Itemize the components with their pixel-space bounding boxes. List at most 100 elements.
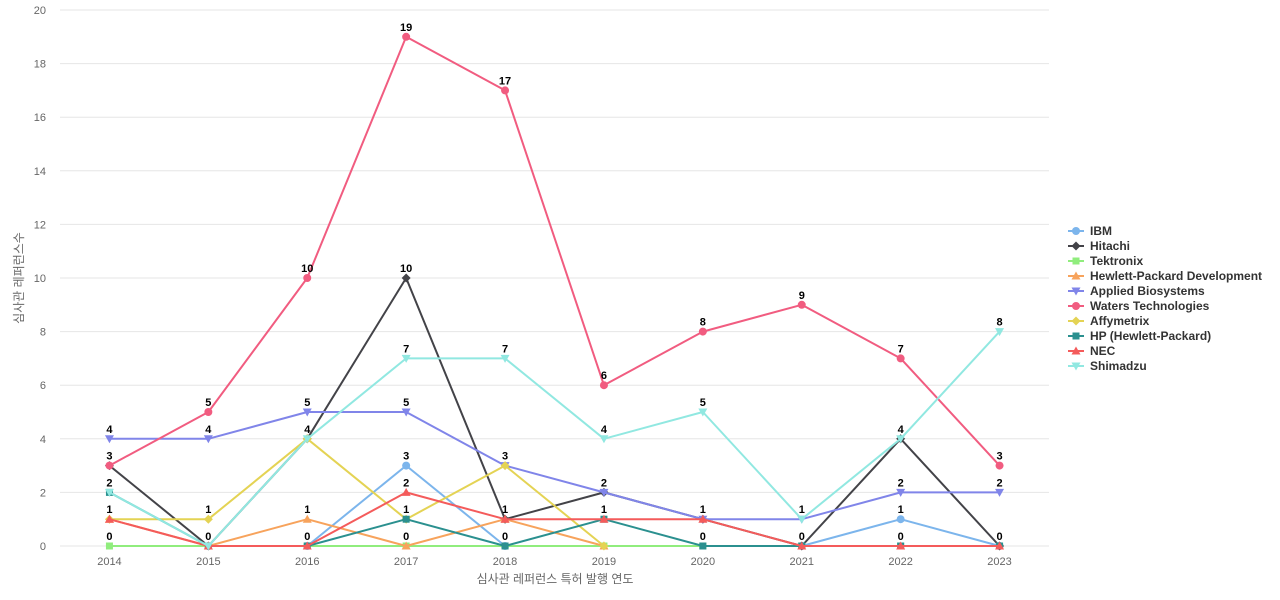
nec-point	[302, 541, 312, 550]
data-label: 9	[799, 290, 805, 302]
data-label: 5	[205, 397, 211, 409]
data-label: 0	[304, 531, 310, 543]
data-label: 0	[205, 531, 211, 543]
legend-label: Shimadzu	[1090, 358, 1147, 373]
legend-label: Applied Biosystems	[1090, 283, 1205, 298]
applied-biosystems-point	[599, 488, 609, 497]
data-label: 4	[106, 424, 113, 436]
data-label: 5	[700, 397, 706, 409]
y-tick-label: 8	[40, 327, 46, 339]
hitachi-point	[401, 273, 411, 283]
applied-biosystems-line	[108, 411, 1001, 521]
legend-swatch	[1068, 241, 1084, 250]
hp-hewlett-packard-point	[501, 542, 509, 550]
legend-item-affymetrix[interactable]: Affymetrix	[1068, 313, 1262, 328]
data-label: 5	[403, 397, 409, 409]
shimadzu-point	[995, 328, 1005, 337]
x-tick-label: 2016	[295, 556, 319, 568]
y-tick-label: 6	[40, 380, 46, 392]
y-tick-label: 18	[34, 59, 46, 71]
applied-biosystems-point	[896, 488, 906, 497]
data-label: 0	[996, 531, 1002, 543]
waters-technologies-point	[402, 32, 411, 41]
legend-swatch	[1068, 332, 1084, 339]
y-tick-label: 20	[34, 5, 46, 17]
data-label: 7	[502, 343, 508, 355]
nec-point	[104, 514, 114, 523]
y-tick-label: 2	[40, 487, 46, 499]
shimadzu-point	[104, 488, 114, 497]
data-label: 4	[601, 424, 608, 436]
waters-technologies-point	[599, 381, 608, 390]
y-axis-ticks: 0 2 4 6 8 10 12 14 16 18 20	[34, 5, 46, 553]
legend-item-tektronix[interactable]: Tektronix	[1068, 253, 1262, 268]
legend-item-waters-technologies[interactable]: Waters Technologies	[1068, 298, 1262, 313]
waters-technologies-line	[108, 35, 1001, 467]
legend-label: Hitachi	[1090, 238, 1131, 253]
nec-point	[599, 514, 609, 523]
data-label: 3	[502, 451, 508, 463]
legend-item-ibm[interactable]: IBM	[1068, 223, 1262, 238]
data-label: 0	[403, 531, 409, 543]
affymetrix-point	[203, 514, 213, 524]
legend-swatch	[1068, 257, 1084, 264]
tektronix-point	[105, 542, 113, 550]
legend-item-hp-hewlett-packard[interactable]: HP (Hewlett-Packard)	[1068, 328, 1262, 343]
shimadzu-point	[302, 435, 312, 444]
series-nec	[104, 487, 1005, 550]
legend-swatch-marker	[1071, 316, 1081, 325]
legend-label: Hewlett-Packard Development	[1090, 268, 1263, 283]
data-label: 2	[996, 477, 1002, 489]
legend-swatch	[1068, 271, 1084, 279]
x-tick-label: 2014	[97, 556, 121, 568]
legend-item-hitachi[interactable]: Hitachi	[1068, 238, 1262, 253]
legend-item-applied-biosystems[interactable]: Applied Biosystems	[1068, 283, 1262, 298]
legend-item-nec[interactable]: NEC	[1068, 343, 1262, 358]
data-label: 4	[304, 424, 311, 436]
shimadzu-point	[203, 542, 213, 551]
waters-technologies-point	[896, 354, 905, 363]
x-axis-ticks: 2014 2015 2016 2017 2018 2019 2020 2021 2022 2023	[97, 556, 1012, 568]
nec-line	[108, 491, 1001, 547]
shimadzu-line	[108, 330, 1001, 547]
data-label: 2	[898, 477, 904, 489]
legend-swatch-marker	[1072, 332, 1080, 339]
waters-technologies-point	[797, 300, 806, 309]
legend-label: Waters Technologies	[1090, 298, 1210, 313]
nec-point	[896, 541, 906, 550]
data-label: 19	[400, 22, 412, 34]
y-tick-label: 0	[40, 541, 46, 553]
data-label: 1	[502, 504, 508, 516]
data-label: 6	[601, 370, 607, 382]
waters-technologies-point	[204, 408, 213, 416]
legend-item-shimadzu[interactable]: Shimadzu	[1068, 358, 1262, 373]
shimadzu-point	[797, 515, 807, 524]
legend-label: Tektronix	[1090, 253, 1144, 268]
affymetrix-point	[500, 461, 510, 471]
legend-label: NEC	[1090, 343, 1116, 358]
data-label: 2	[106, 477, 112, 489]
series-lines	[104, 32, 1005, 551]
applied-biosystems-point	[995, 488, 1005, 497]
y-tick-label: 16	[34, 112, 46, 124]
x-tick-label: 2022	[888, 556, 912, 568]
data-label: 0	[799, 531, 805, 543]
nec-point	[797, 541, 807, 550]
legend-swatch-marker	[1071, 346, 1081, 354]
legend-swatch-marker	[1072, 257, 1080, 264]
legend-item-hewlett-packard-development[interactable]: Hewlett-Packard Development	[1068, 268, 1262, 283]
data-label: 7	[403, 343, 409, 355]
data-label: 3	[106, 451, 112, 463]
hewlett-packard-development-point	[302, 514, 312, 523]
legend-swatch-marker	[1072, 226, 1080, 235]
legend: IBM Hitachi Tektronix Hewlett-Packard Devel…	[1068, 223, 1262, 373]
data-label: 0	[502, 531, 508, 543]
data-label: 3	[403, 451, 409, 463]
applied-biosystems-point	[302, 408, 312, 417]
legend-swatch	[1068, 226, 1084, 235]
data-label: 10	[301, 263, 313, 275]
hp-hewlett-packard-point	[699, 542, 707, 550]
affymetrix-point	[599, 541, 609, 551]
data-label: 0	[898, 531, 904, 543]
y-tick-label: 4	[40, 434, 46, 446]
